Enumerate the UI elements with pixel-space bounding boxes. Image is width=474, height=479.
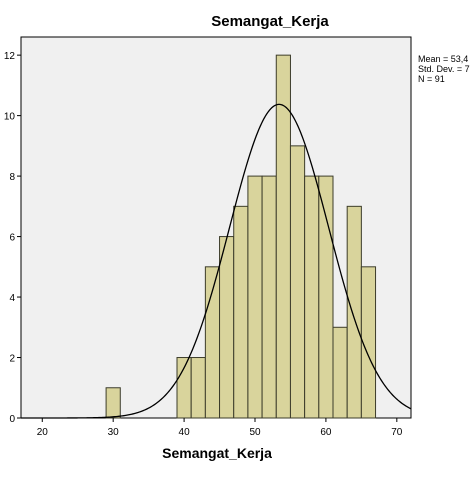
x-axis: 20 30 40 50 60 70 [37,418,403,438]
y-tick-label: 4 [9,293,15,304]
legend-line: Std. Dev. = 7 [418,64,470,74]
histogram-bar [233,205,249,419]
x-tick-label: 50 [249,427,261,438]
y-tick-label: 0 [9,414,15,425]
histogram-bar [332,326,348,419]
histogram-bar [346,205,362,419]
histogram-bar [261,175,277,419]
histogram-bar [360,266,377,419]
x-tick-label: 70 [391,427,403,438]
normal-curve [21,103,412,419]
chart-title: Semangat_Kerja [211,13,329,30]
y-tick-label: 8 [9,172,15,183]
y-tick-label: 6 [9,233,15,244]
x-tick-label: 60 [320,427,332,438]
histogram-bar [105,387,121,419]
histogram-bar [219,236,235,419]
x-axis-label: Semangat_Kerja [162,445,272,461]
x-tick-label: 40 [179,427,191,438]
histogram-bar [318,175,334,419]
histogram-bar [190,357,206,419]
histogram-bar [247,175,263,419]
legend-line: Mean = 53,4 [418,54,468,64]
x-tick-label: 30 [108,427,120,438]
y-tick-label: 10 [4,112,16,123]
x-tick-label: 20 [37,427,49,438]
histogram-bar [304,175,320,419]
histogram-bar [289,145,306,419]
legend-line: N = 91 [418,74,445,84]
y-tick-label: 2 [9,354,15,365]
y-axis: 0 2 4 6 8 10 12 [4,51,21,425]
y-tick-label: 12 [4,51,16,62]
